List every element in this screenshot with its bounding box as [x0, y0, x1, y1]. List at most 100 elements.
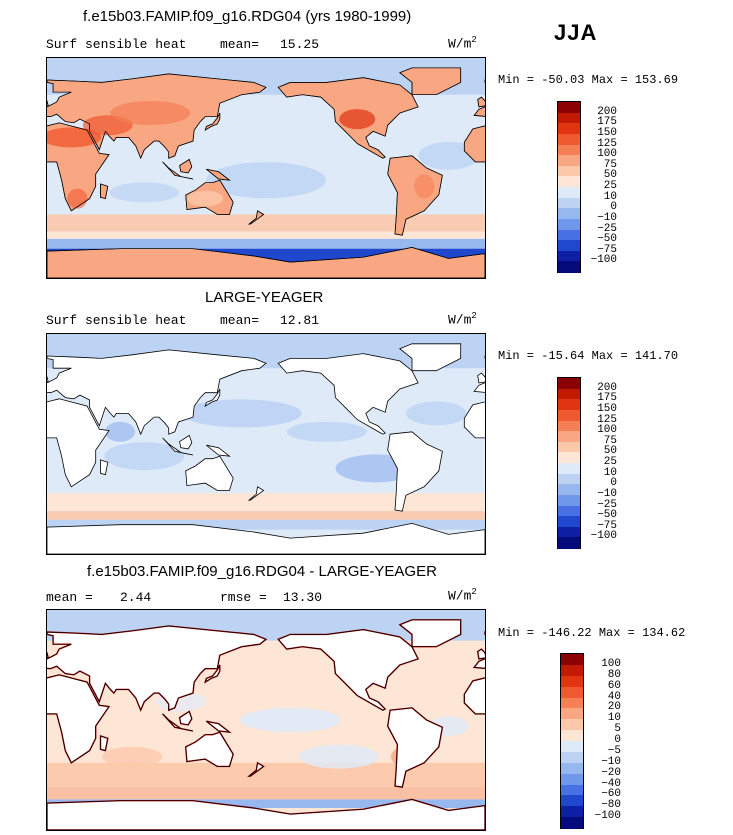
colorbar-swatch — [561, 795, 583, 807]
colorbar-swatch — [558, 176, 580, 188]
colorbar-level-label: 200 — [597, 105, 617, 118]
panel2-variable: Surf sensible heat — [46, 313, 187, 328]
colorbar-swatch — [558, 399, 580, 411]
colorbar-swatch — [558, 187, 580, 199]
colorbar-level-label: 0 — [610, 477, 617, 490]
colorbar-swatch — [561, 719, 583, 731]
colorbar-level-label: 125 — [597, 413, 617, 426]
panel2-mean-value: 12.81 — [280, 313, 320, 328]
colorbar-level-label: 40 — [607, 690, 621, 703]
colorbar-level-label: 80 — [607, 668, 621, 681]
colorbar-level-label: 75 — [603, 434, 617, 447]
colorbar-swatch — [558, 250, 580, 262]
colorbar-swatch — [561, 762, 583, 775]
panel3-title: f.e15b03.FAMIP.f09_g16.RDG04 - LARGE-YEA… — [87, 563, 437, 580]
colorbar-level-label: −10 — [597, 211, 617, 224]
colorbar-swatch — [558, 123, 580, 135]
colorbar-level-label: 20 — [607, 701, 621, 714]
panel3-rmse-value: 13.30 — [283, 590, 323, 605]
colorbar-level-label: 50 — [603, 169, 617, 182]
colorbar-swatch — [558, 452, 580, 464]
colorbar-swatch — [558, 494, 580, 506]
colorbar-level-label: 125 — [597, 137, 617, 150]
colorbar-swatch — [558, 208, 580, 220]
colorbar-swatch — [558, 484, 580, 496]
colorbar-swatch — [558, 473, 580, 485]
panel3-mean-label: mean = — [46, 590, 93, 605]
colorbar-level-label: 150 — [597, 126, 617, 139]
colorbar-swatch — [558, 441, 580, 453]
colorbar-swatch — [558, 102, 580, 114]
colorbar-level-label: −50 — [597, 233, 617, 246]
panel1-variable: Surf sensible heat — [46, 37, 187, 52]
colorbar-level-label: 100 — [601, 657, 621, 670]
colorbar-swatch — [561, 751, 583, 764]
panel2-title: LARGE-YEAGER — [205, 289, 324, 306]
colorbar-swatch — [558, 420, 580, 432]
colorbar-level-label: 150 — [597, 402, 617, 415]
panel2-map — [46, 333, 486, 555]
colorbar-swatch — [561, 817, 583, 829]
panel1-colorbar — [557, 101, 581, 273]
colorbar-swatch — [558, 431, 580, 443]
colorbar-level-label: 10 — [603, 190, 617, 203]
colorbar-swatch — [558, 133, 580, 145]
panel1-title: f.e15b03.FAMIP.f09_g16.RDG04 (yrs 1980-1… — [83, 8, 412, 25]
colorbar-swatch — [558, 165, 580, 177]
colorbar-level-label: 0 — [614, 734, 621, 746]
colorbar-level-label: 200 — [597, 381, 617, 394]
panel3-rmse-label: rmse = — [220, 590, 267, 605]
panel3-mean-value: 2.44 — [120, 590, 152, 605]
panel3-units: W/m2 — [448, 587, 477, 604]
colorbar-swatch — [558, 505, 580, 517]
panel1-map — [46, 57, 486, 279]
colorbar-swatch — [561, 654, 583, 666]
colorbar-swatch — [561, 664, 583, 677]
season-label: JJA — [554, 20, 598, 45]
colorbar-level-label: −75 — [597, 243, 617, 256]
colorbar-swatch — [561, 741, 583, 753]
colorbar-swatch — [561, 697, 583, 709]
panel3-colorbar — [560, 653, 584, 829]
colorbar-swatch — [558, 537, 580, 549]
colorbar-level-label: −100 — [590, 530, 617, 543]
colorbar-swatch — [558, 229, 580, 241]
panel3-map — [46, 609, 486, 831]
colorbar-level-label: −50 — [597, 509, 617, 522]
colorbar-level-label: 10 — [607, 712, 621, 725]
colorbar-swatch — [561, 773, 583, 785]
colorbar-swatch — [558, 378, 580, 390]
colorbar-level-label: −5 — [607, 744, 621, 757]
colorbar-swatch — [558, 261, 580, 273]
colorbar-swatch — [558, 112, 580, 124]
panel2-colorbar — [557, 377, 581, 549]
panel2-units: W/m2 — [448, 311, 477, 328]
colorbar-swatch — [561, 686, 583, 698]
colorbar-level-label: 5 — [614, 723, 621, 736]
colorbar-level-label: −20 — [601, 766, 621, 779]
colorbar-level-label: 60 — [607, 679, 621, 692]
colorbar-level-label: −10 — [601, 755, 621, 768]
colorbar-level-label: 25 — [603, 180, 617, 192]
colorbar-level-label: −100 — [594, 810, 621, 823]
colorbar-level-label: 0 — [610, 201, 617, 214]
colorbar-swatch — [558, 388, 580, 400]
colorbar-level-label: −100 — [590, 254, 617, 267]
colorbar-level-label: −60 — [601, 788, 621, 801]
panel1-mean-value: 15.25 — [280, 37, 320, 52]
colorbar-swatch — [558, 144, 580, 156]
colorbar-level-label: 25 — [603, 456, 617, 468]
colorbar-swatch — [558, 463, 580, 475]
colorbar-swatch — [558, 409, 580, 421]
colorbar-swatch — [561, 708, 583, 720]
colorbar-swatch — [561, 784, 583, 796]
colorbar-level-label: −25 — [597, 498, 617, 511]
colorbar-level-label: 100 — [597, 148, 617, 161]
colorbar-level-label: 10 — [603, 466, 617, 479]
colorbar-level-label: −75 — [597, 519, 617, 532]
panel2-mean-label: mean= — [220, 313, 260, 328]
colorbar-swatch — [558, 197, 580, 209]
colorbar-level-label: 75 — [603, 158, 617, 171]
colorbar-level-label: 100 — [597, 424, 617, 437]
colorbar-level-label: −40 — [601, 777, 621, 790]
